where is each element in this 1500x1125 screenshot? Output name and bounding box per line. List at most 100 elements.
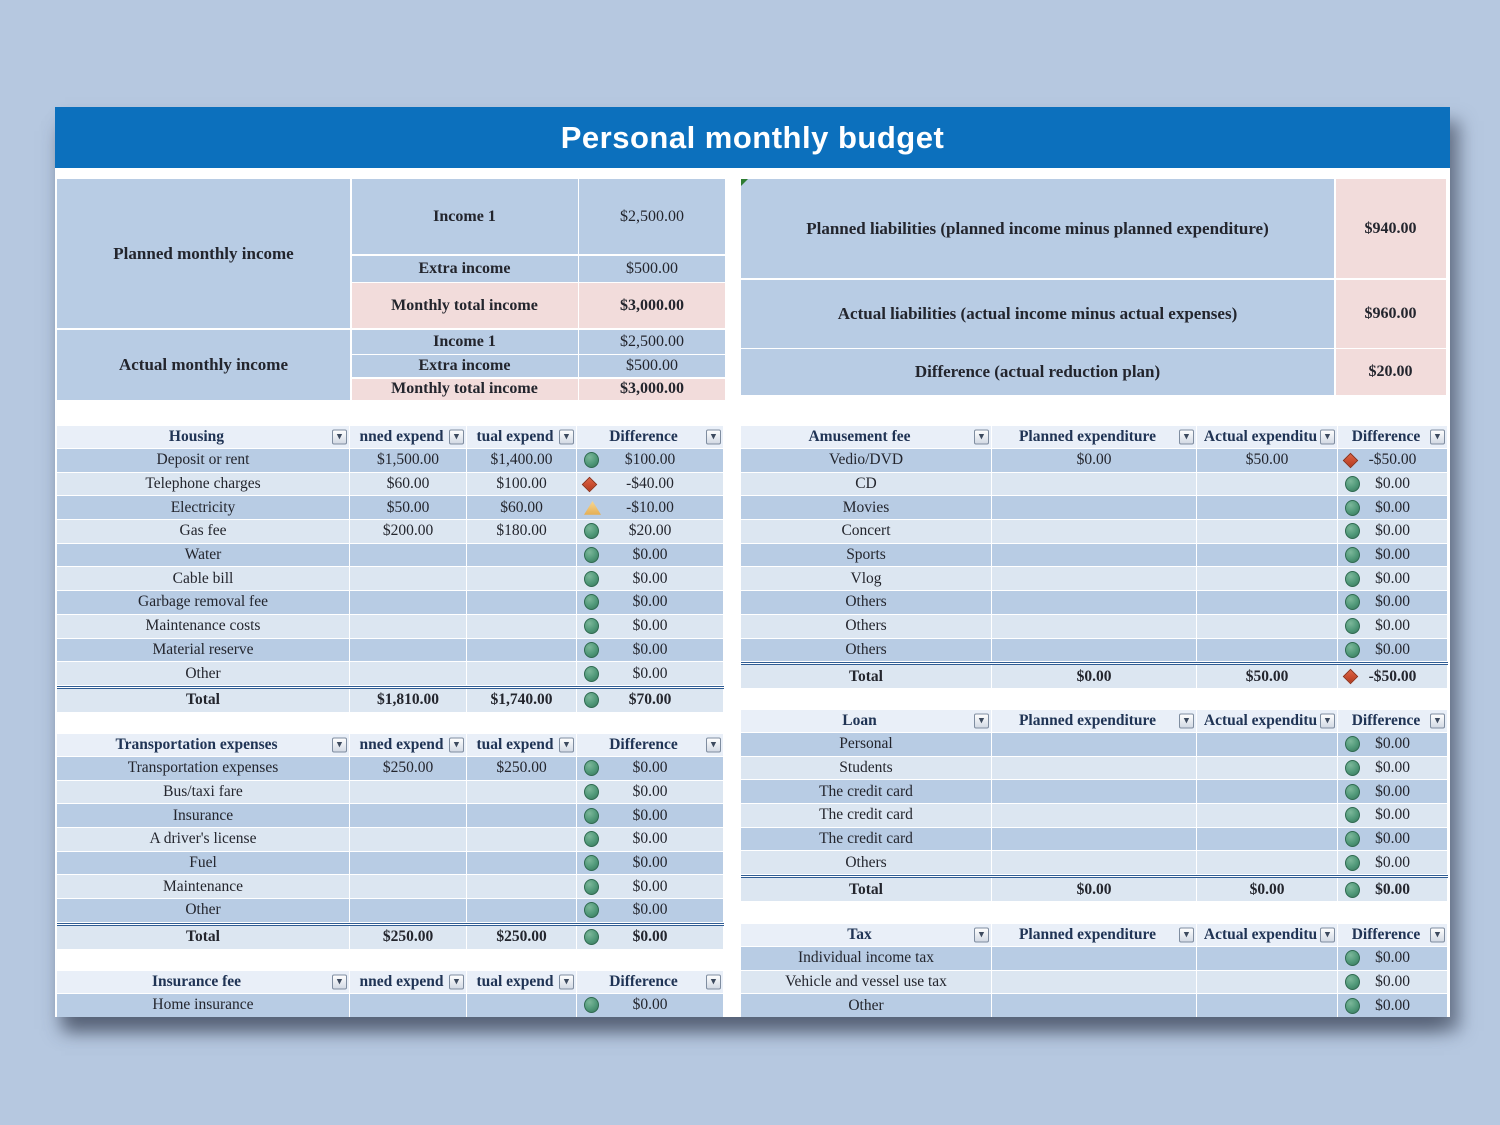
planned-cell[interactable]: $0.00 bbox=[992, 878, 1197, 903]
filter-dropdown-icon[interactable] bbox=[1320, 713, 1335, 729]
difference-cell[interactable]: $0.00 bbox=[577, 994, 724, 1017]
difference-cell[interactable]: $0.00 bbox=[577, 925, 724, 950]
actual-cell[interactable] bbox=[1197, 994, 1338, 1017]
difference-cell[interactable]: $0.00 bbox=[577, 875, 724, 900]
income-item-cell[interactable]: Income 1 bbox=[351, 179, 578, 254]
actual-cell[interactable] bbox=[1197, 970, 1338, 995]
filter-dropdown-icon[interactable] bbox=[559, 974, 574, 990]
difference-cell[interactable]: $0.00 bbox=[1338, 733, 1448, 757]
category-cell[interactable]: Personal bbox=[741, 733, 992, 757]
difference-cell[interactable]: $0.00 bbox=[1338, 878, 1448, 903]
filter-dropdown-icon[interactable] bbox=[332, 737, 347, 753]
planned-cell[interactable] bbox=[350, 875, 467, 900]
planned-cell[interactable] bbox=[992, 851, 1197, 876]
planned-cell[interactable]: $60.00 bbox=[350, 472, 467, 497]
income-value-cell[interactable]: $500.00 bbox=[579, 255, 725, 282]
income-item-cell[interactable]: Extra income bbox=[351, 355, 578, 377]
category-cell[interactable]: Vedio/DVD bbox=[741, 449, 992, 473]
planned-cell[interactable] bbox=[992, 804, 1197, 828]
actual-expenditure-header[interactable]: Actual expenditu bbox=[1197, 924, 1338, 947]
difference-cell[interactable]: $70.00 bbox=[577, 688, 724, 713]
planned-cell[interactable] bbox=[992, 994, 1197, 1017]
difference-cell[interactable]: $0.00 bbox=[577, 614, 724, 639]
actual-cell[interactable] bbox=[1197, 520, 1338, 544]
planned-cell[interactable]: $250.00 bbox=[350, 925, 467, 950]
planned-cell[interactable] bbox=[350, 567, 467, 592]
planned-expenditure-header[interactable]: nned expend bbox=[350, 426, 467, 449]
planned-cell[interactable]: $50.00 bbox=[350, 496, 467, 521]
planned-cell[interactable] bbox=[350, 780, 467, 805]
difference-header[interactable]: Difference bbox=[577, 426, 724, 449]
difference-cell[interactable]: $0.00 bbox=[1338, 567, 1448, 592]
income-item-cell[interactable]: Extra income bbox=[351, 255, 578, 282]
actual-cell[interactable] bbox=[1197, 851, 1338, 876]
difference-cell[interactable]: $0.00 bbox=[577, 804, 724, 829]
actual-cell[interactable] bbox=[1197, 804, 1338, 828]
category-cell[interactable]: Telephone charges bbox=[57, 472, 350, 497]
table-title-cell[interactable]: Amusement fee bbox=[741, 426, 992, 449]
actual-cell[interactable]: $180.00 bbox=[467, 520, 577, 544]
actual-cell[interactable] bbox=[467, 567, 577, 592]
actual-expenditure-header[interactable]: tual expend bbox=[467, 426, 577, 449]
planned-cell[interactable] bbox=[992, 520, 1197, 544]
category-cell[interactable]: Deposit or rent bbox=[57, 449, 350, 473]
actual-cell[interactable] bbox=[467, 851, 577, 876]
actual-cell[interactable] bbox=[1197, 472, 1338, 497]
category-cell[interactable]: The credit card bbox=[741, 804, 992, 828]
difference-cell[interactable]: $100.00 bbox=[577, 449, 724, 473]
actual-cell[interactable] bbox=[467, 899, 577, 923]
actual-cell[interactable]: $50.00 bbox=[1197, 449, 1338, 473]
difference-header[interactable]: Difference bbox=[577, 971, 724, 994]
planned-cell[interactable] bbox=[350, 591, 467, 615]
planned-cell[interactable] bbox=[992, 756, 1197, 781]
table-title-cell[interactable]: Loan bbox=[741, 710, 992, 733]
income-value-cell[interactable]: $2,500.00 bbox=[579, 179, 725, 254]
table-title-cell[interactable]: Transportation expenses bbox=[57, 734, 350, 757]
planned-cell[interactable]: $0.00 bbox=[992, 665, 1197, 690]
actual-cell[interactable] bbox=[467, 638, 577, 663]
actual-cell[interactable] bbox=[1197, 827, 1338, 852]
filter-dropdown-icon[interactable] bbox=[1430, 927, 1445, 943]
category-cell[interactable]: Home insurance bbox=[57, 994, 350, 1017]
liability-value-cell[interactable]: $20.00 bbox=[1335, 349, 1446, 395]
table-title-cell[interactable]: Tax bbox=[741, 924, 992, 947]
difference-cell[interactable]: -$50.00 bbox=[1338, 449, 1448, 473]
difference-header[interactable]: Difference bbox=[1338, 710, 1448, 733]
liability-label-cell[interactable]: Actual liabilities (actual income minus … bbox=[741, 279, 1334, 348]
liability-label-cell[interactable]: Planned liabilities (planned income minu… bbox=[741, 179, 1334, 278]
actual-cell[interactable] bbox=[1197, 591, 1338, 615]
category-cell[interactable]: The credit card bbox=[741, 827, 992, 852]
difference-header[interactable]: Difference bbox=[1338, 426, 1448, 449]
planned-cell[interactable] bbox=[992, 543, 1197, 568]
difference-cell[interactable]: $0.00 bbox=[1338, 756, 1448, 781]
difference-cell[interactable]: $0.00 bbox=[1338, 780, 1448, 805]
category-cell[interactable]: Others bbox=[741, 851, 992, 876]
difference-cell[interactable]: $20.00 bbox=[577, 520, 724, 544]
filter-dropdown-icon[interactable] bbox=[1179, 927, 1194, 943]
filter-dropdown-icon[interactable] bbox=[706, 429, 721, 445]
actual-cell[interactable] bbox=[1197, 614, 1338, 639]
difference-cell[interactable]: $0.00 bbox=[1338, 614, 1448, 639]
planned-cell[interactable] bbox=[992, 733, 1197, 757]
category-cell[interactable]: Fuel bbox=[57, 851, 350, 876]
difference-cell[interactable]: $0.00 bbox=[1338, 827, 1448, 852]
difference-cell[interactable]: $0.00 bbox=[577, 828, 724, 852]
income-label-cell[interactable]: Planned monthly income bbox=[57, 179, 350, 328]
planned-cell[interactable] bbox=[992, 780, 1197, 805]
filter-dropdown-icon[interactable] bbox=[1320, 429, 1335, 445]
income-value-cell[interactable]: $500.00 bbox=[579, 355, 725, 377]
planned-cell[interactable]: $1,810.00 bbox=[350, 688, 467, 713]
actual-expenditure-header[interactable]: tual expend bbox=[467, 971, 577, 994]
category-cell[interactable]: Total bbox=[57, 925, 350, 950]
category-cell[interactable]: Movies bbox=[741, 496, 992, 521]
difference-cell[interactable]: $0.00 bbox=[1338, 947, 1448, 971]
difference-cell[interactable]: $0.00 bbox=[1338, 472, 1448, 497]
actual-cell[interactable] bbox=[1197, 496, 1338, 521]
difference-cell[interactable]: $0.00 bbox=[1338, 638, 1448, 663]
category-cell[interactable]: Transportation expenses bbox=[57, 757, 350, 781]
filter-dropdown-icon[interactable] bbox=[1430, 713, 1445, 729]
filter-dropdown-icon[interactable] bbox=[559, 737, 574, 753]
actual-expenditure-header[interactable]: tual expend bbox=[467, 734, 577, 757]
category-cell[interactable]: Cable bill bbox=[57, 567, 350, 592]
filter-dropdown-icon[interactable] bbox=[559, 429, 574, 445]
